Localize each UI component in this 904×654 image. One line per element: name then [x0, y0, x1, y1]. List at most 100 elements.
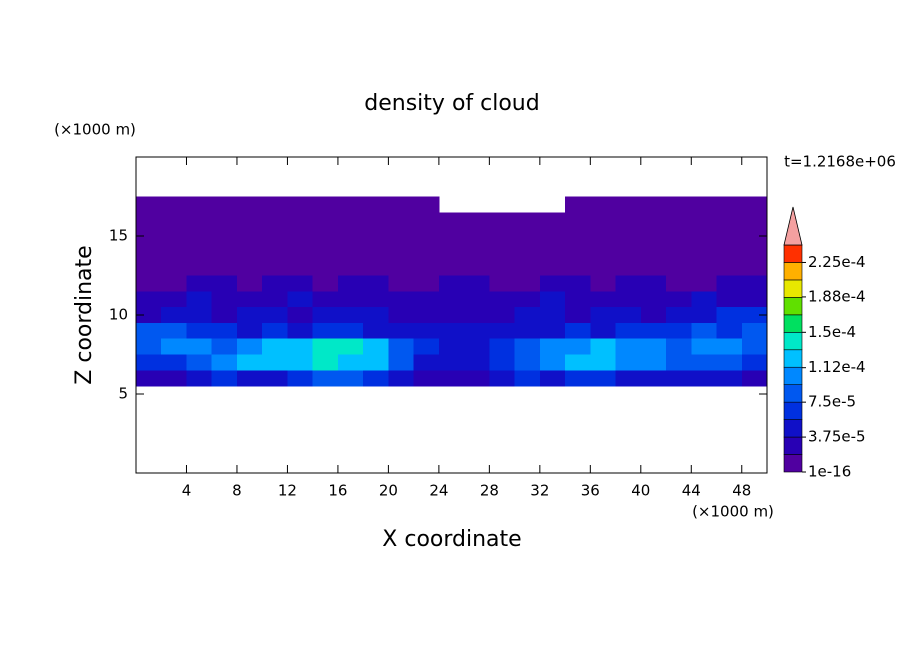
contour-cell — [161, 291, 187, 308]
colorbar-box — [783, 349, 803, 368]
contour-cell — [438, 275, 465, 292]
contour-cell — [312, 338, 339, 355]
contour-cell — [312, 243, 339, 261]
contour-cell — [337, 212, 364, 229]
contour-cell — [464, 307, 490, 324]
y-tick-label: 15 — [109, 227, 128, 245]
contour-cell — [741, 307, 768, 324]
contour-cell — [363, 291, 389, 308]
contour-cell — [236, 338, 263, 355]
contour-cell — [666, 338, 692, 355]
contour-cell — [236, 259, 263, 276]
contour-cell — [640, 243, 667, 261]
contour-cell — [337, 228, 364, 245]
contour-cell — [691, 196, 718, 213]
contour-cell — [413, 307, 440, 324]
x-unit: (×1000 m) — [692, 503, 774, 521]
contour-cell — [388, 338, 415, 355]
contour-cell — [438, 370, 465, 387]
contour-cell — [186, 354, 213, 371]
contour-cell — [262, 370, 288, 387]
contour-cell — [539, 243, 566, 261]
contour-cell — [136, 275, 162, 292]
contour-cell — [615, 291, 642, 308]
contour-cell — [262, 322, 288, 340]
contour-cell — [211, 259, 238, 276]
x-tick-label: 16 — [328, 482, 347, 500]
x-tick-label: 20 — [379, 482, 398, 500]
x-tick-label: 36 — [581, 482, 600, 500]
contour-cell — [615, 338, 642, 355]
contour-cell — [413, 291, 440, 308]
contour-cell — [262, 291, 288, 308]
contour-cell — [363, 196, 389, 213]
contour-cell — [211, 196, 238, 213]
annotation: t=1.2168e+06 — [784, 153, 896, 171]
y-tick-label: 5 — [118, 385, 128, 403]
contour-cell — [565, 212, 591, 229]
contour-cell — [413, 338, 440, 355]
contour-cell — [287, 275, 314, 292]
colorbar-box — [783, 384, 803, 403]
contour-cell — [514, 228, 541, 245]
contour-cell — [590, 196, 617, 213]
contour-cell — [565, 275, 591, 292]
contour-cell — [716, 307, 743, 324]
contour-cell — [287, 196, 314, 213]
contour-cell — [716, 275, 743, 292]
contour-cell — [464, 322, 490, 340]
contour-cell — [236, 291, 263, 308]
contour-cell — [413, 259, 440, 276]
contour-cell — [691, 291, 718, 308]
contour-cell — [312, 354, 339, 371]
contour-cell — [136, 370, 162, 387]
contour-cell — [464, 243, 490, 261]
contour-cell — [136, 338, 162, 355]
contour-cell — [741, 212, 768, 229]
contour-cell — [312, 307, 339, 324]
contour-cell — [489, 338, 516, 355]
contour-cell — [514, 291, 541, 308]
contour-cell — [161, 307, 187, 324]
contour-cell — [186, 370, 213, 387]
contour-cell — [691, 338, 718, 355]
x-tick-label: 12 — [278, 482, 297, 500]
contour-cell — [337, 196, 364, 213]
chart-title: density of cloud — [364, 91, 539, 116]
contour-cell — [413, 243, 440, 261]
contour-cell — [388, 212, 415, 229]
contour-cell — [640, 228, 667, 245]
contour-cell — [312, 196, 339, 213]
contour-cell — [489, 307, 516, 324]
contour-cell — [640, 338, 667, 355]
contour-cell — [287, 307, 314, 324]
contour-cell — [514, 307, 541, 324]
colorbar-box — [783, 419, 803, 438]
contour-cell — [640, 275, 667, 292]
colorbar-label: 1e-16 — [808, 463, 851, 481]
contour-cell — [312, 291, 339, 308]
contour-cell — [388, 354, 415, 371]
contour-cell — [337, 291, 364, 308]
contour-cell — [590, 307, 617, 324]
contour-cell — [363, 370, 389, 387]
contour-cell — [514, 259, 541, 276]
x-tick-label: 40 — [631, 482, 650, 500]
contour-cell — [161, 354, 187, 371]
contour-cell — [691, 354, 718, 371]
contour-cell — [716, 291, 743, 308]
contour-cell — [691, 370, 718, 387]
contour-cell — [388, 196, 415, 213]
contour-cell — [438, 354, 465, 371]
colorbar-label: 1.5e-4 — [808, 323, 856, 341]
contour-cell — [388, 275, 415, 292]
contour-cell — [236, 196, 263, 213]
x-tick-label: 28 — [480, 482, 499, 500]
contour-cell — [438, 243, 465, 261]
contour-cell — [363, 228, 389, 245]
contour-cell — [337, 338, 364, 355]
contour-cell — [312, 275, 339, 292]
contour-cell — [161, 370, 187, 387]
contour-cell — [363, 307, 389, 324]
contour-cell — [691, 322, 718, 340]
